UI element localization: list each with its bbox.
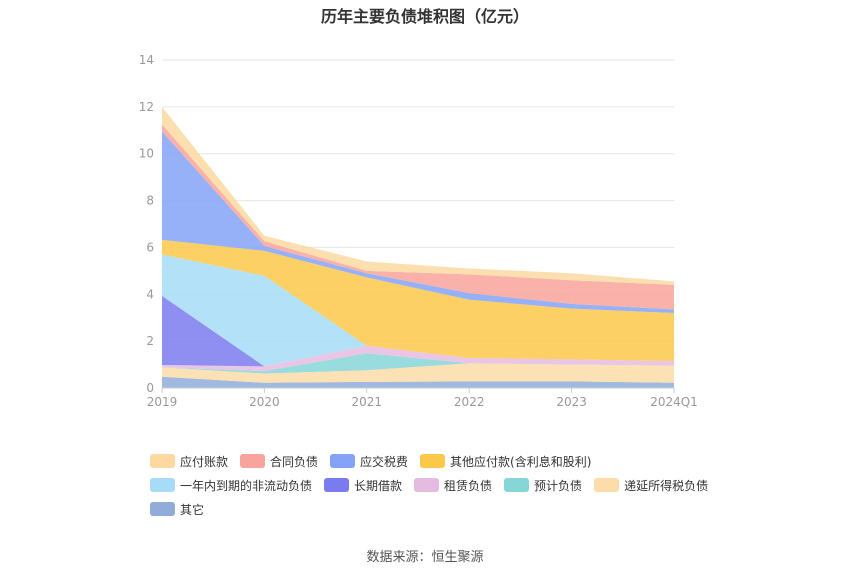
legend-swatch — [240, 454, 266, 468]
legend-item[interactable]: 其它 — [150, 501, 204, 518]
x-tick-label: 2021 — [352, 395, 383, 409]
legend-item[interactable]: 合同负债 — [240, 453, 318, 470]
legend-label: 其它 — [180, 502, 205, 517]
legend-label: 一年内到期的非流动负债 — [180, 478, 313, 493]
y-tick-label: 0 — [146, 381, 154, 395]
legend-row: 一年内到期的非流动负债 长期借款 租赁负债 预计负债 递延所得税负债 — [150, 473, 770, 497]
legend-item[interactable]: 应付账款 — [150, 453, 228, 470]
x-tick-label: 2020 — [249, 395, 280, 409]
legend-row: 其它 — [150, 497, 770, 521]
legend-swatch — [414, 478, 440, 492]
legend-label: 预计负债 — [534, 478, 583, 493]
area-4 — [162, 295, 674, 367]
y-tick-label: 8 — [146, 194, 154, 208]
x-tick-label: 2022 — [454, 395, 485, 409]
legend-item[interactable]: 其他应付款(含利息和股利) — [420, 453, 591, 470]
area-2 — [162, 353, 674, 374]
legend-label: 递延所得税负债 — [624, 478, 709, 493]
legend-label: 租赁负债 — [444, 478, 493, 493]
chart-legend: 应付账款 合同负债 应交税费 其他应付款(含利息和股利) 一年内到期的非流动负债 长期借款… — [150, 449, 770, 521]
area-5 — [162, 254, 674, 367]
x-tick-label: 2023 — [556, 395, 587, 409]
legend-swatch — [420, 454, 446, 468]
legend-label: 其他应付款(含利息和股利) — [450, 454, 592, 469]
y-tick-label: 10 — [139, 147, 154, 161]
legend-label: 长期借款 — [354, 478, 403, 493]
chart-title: 历年主要负债堆积图（亿元） — [320, 7, 529, 26]
legend-swatch — [150, 454, 175, 468]
legend-item[interactable]: 租赁负债 — [414, 477, 492, 494]
y-tick-label: 12 — [139, 100, 154, 114]
area-3 — [162, 345, 674, 372]
y-tick-label: 2 — [146, 334, 154, 348]
legend-label: 应付账款 — [180, 454, 229, 469]
y-tick-label: 4 — [146, 287, 154, 301]
x-tick-label: 2024Q1 — [650, 395, 698, 409]
y-tick-label: 6 — [146, 240, 154, 254]
legend-swatch — [324, 478, 350, 492]
legend-swatch — [504, 478, 530, 492]
area-8 — [162, 124, 674, 310]
legend-item[interactable]: 递延所得税负债 — [594, 477, 708, 494]
legend-item[interactable]: 预计负债 — [504, 477, 582, 494]
legend-swatch — [330, 454, 356, 468]
legend-item[interactable]: 一年内到期的非流动负债 — [150, 477, 312, 494]
legend-row: 应付账款 合同负债 应交税费 其他应付款(含利息和股利) — [150, 449, 770, 473]
y-tick-label: 14 — [139, 53, 154, 67]
stacked-area-chart: 0 2 4 6 8 10 12 14 2019 2020 2021 2022 2023 2024Q1 — [139, 53, 698, 409]
legend-swatch — [594, 478, 620, 492]
area-6 — [162, 239, 674, 362]
area-1 — [162, 363, 674, 383]
legend-label: 合同负债 — [270, 454, 319, 469]
legend-label: 应交税费 — [360, 454, 409, 469]
legend-swatch — [150, 502, 175, 516]
legend-item[interactable]: 长期借款 — [324, 477, 402, 494]
x-tick-label: 2019 — [147, 395, 178, 409]
data-source: 数据来源：恒生聚源 — [366, 550, 484, 565]
legend-swatch — [150, 478, 175, 492]
legend-item[interactable]: 应交税费 — [330, 453, 408, 470]
area-0 — [162, 376, 674, 388]
axes: 0 2 4 6 8 10 12 14 2019 2020 2021 2022 2023 2024Q1 — [139, 53, 698, 409]
area-series — [162, 106, 674, 388]
